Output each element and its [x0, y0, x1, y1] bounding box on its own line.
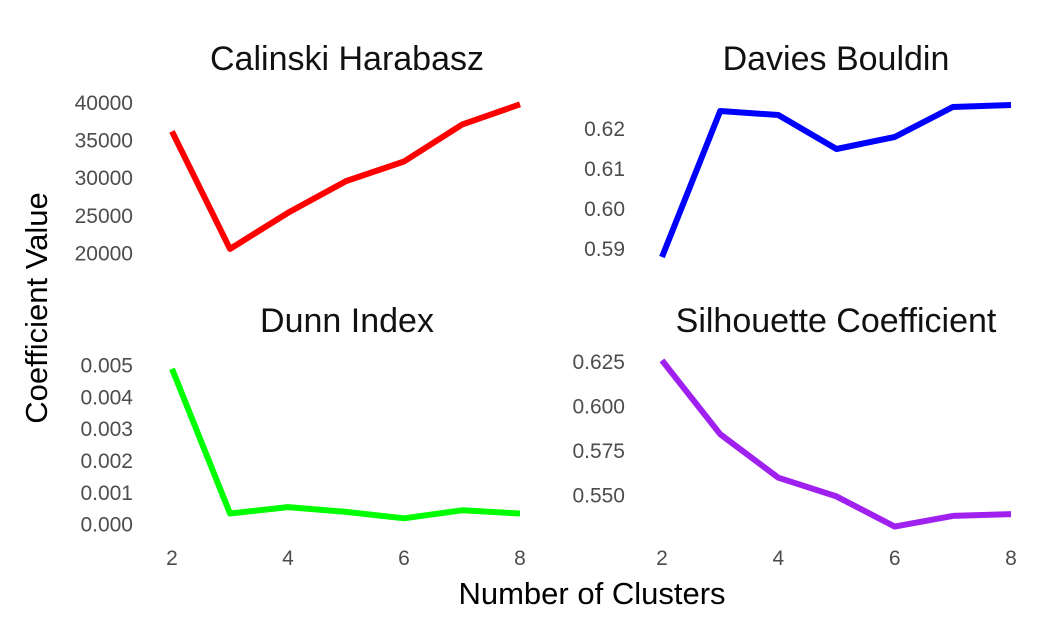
y-tick-label: 0.575 — [572, 440, 625, 463]
panel-davies-bouldin: Davies Bouldin 0.62 0.61 0.60 0.59 — [584, 40, 1012, 261]
y-tick-label: 0.550 — [572, 484, 625, 507]
panel-dunn-index: Dunn Index 0.005 0.004 0.003 0.002 0.001 0.000… — [80, 302, 525, 570]
x-tick-label: 6 — [398, 547, 410, 570]
y-tick-label: 40000 — [75, 92, 133, 115]
chart-panels: Calinski Harabasz 40000 35000 30000 25000 200… — [75, 40, 1017, 570]
x-axis-title: Number of Clusters — [458, 576, 725, 611]
y-axis-title: Coefficient Value — [19, 192, 54, 424]
series-line-silhouette-coefficient — [659, 358, 1012, 530]
y-tick-label: 0.001 — [80, 482, 133, 505]
y-tick-label: 0.004 — [80, 386, 133, 409]
y-tick-label: 0.000 — [80, 514, 133, 537]
y-tick-label: 25000 — [75, 205, 133, 228]
panel-title-calinski-harabasz: Calinski Harabasz — [210, 40, 484, 78]
y-tick-label: 0.62 — [584, 118, 625, 141]
y-tick-label: 0.600 — [572, 396, 625, 419]
y-tick-label: 30000 — [75, 167, 133, 190]
y-tick-label: 0.59 — [584, 238, 625, 261]
panel-title-silhouette-coefficient: Silhouette Coefficient — [676, 302, 997, 340]
y-tick-label: 0.60 — [584, 198, 625, 221]
x-tick-label: 4 — [282, 547, 294, 570]
x-tick-label: 2 — [166, 547, 178, 570]
x-tick-label: 4 — [772, 547, 784, 570]
y-tick-label: 20000 — [75, 242, 133, 265]
series-line-dunn-index — [169, 367, 521, 522]
y-tick-label: 0.003 — [80, 418, 133, 441]
panel-silhouette-coefficient: Silhouette Coefficient 0.625 0.600 0.575 0.5… — [572, 302, 1016, 570]
x-tick-label: 8 — [514, 547, 526, 570]
y-tick-label: 0.002 — [80, 450, 133, 473]
series-line-davies-bouldin — [659, 102, 1012, 259]
y-tick-label: 0.61 — [584, 158, 625, 181]
panel-title-davies-bouldin: Davies Bouldin — [723, 40, 950, 78]
x-tick-label: 6 — [889, 547, 901, 570]
y-tick-label: 35000 — [75, 129, 133, 152]
x-tick-label: 2 — [656, 547, 668, 570]
panel-calinski-harabasz: Calinski Harabasz 40000 35000 30000 25000 200… — [75, 40, 521, 265]
y-tick-label: 0.625 — [572, 351, 625, 374]
series-line-calinski-harabasz — [169, 101, 521, 252]
y-tick-label: 0.005 — [80, 355, 133, 378]
x-tick-label: 8 — [1005, 547, 1017, 570]
panel-title-dunn-index: Dunn Index — [260, 302, 434, 340]
